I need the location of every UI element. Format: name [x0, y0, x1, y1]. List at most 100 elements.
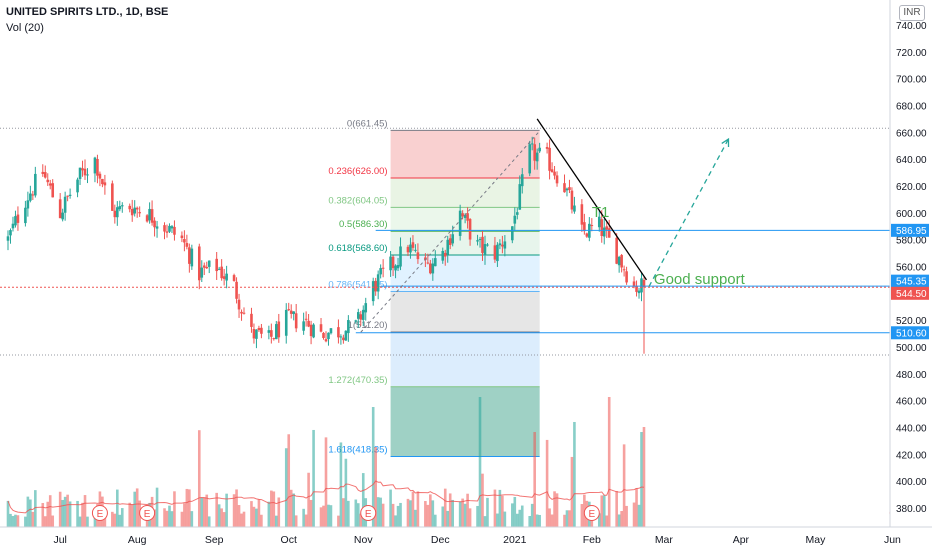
- candle-body: [602, 227, 606, 237]
- candle: [289, 304, 293, 319]
- candle: [379, 264, 382, 279]
- y-tick-label: 580.00: [896, 236, 927, 247]
- volume-bar: [530, 503, 534, 527]
- volume-bar: [220, 508, 223, 527]
- earnings-marker-label: E: [144, 509, 151, 520]
- volume-bar: [272, 491, 276, 527]
- candle: [165, 224, 169, 238]
- candle: [284, 303, 288, 344]
- candle-body: [232, 275, 236, 281]
- volume-bar: [463, 503, 467, 527]
- candle: [622, 265, 626, 277]
- candle-body: [111, 183, 114, 211]
- volume-bar: [153, 509, 156, 527]
- volume-bar: [379, 497, 382, 527]
- volume-bar: [24, 516, 27, 527]
- candle-body: [240, 311, 243, 314]
- candle: [215, 251, 218, 280]
- candle: [568, 179, 571, 194]
- candle-body: [615, 237, 618, 264]
- candle: [11, 216, 15, 232]
- candle-body: [563, 183, 566, 193]
- chart-title[interactable]: UNITED SPIRITS LTD., 1D, BSE: [6, 6, 169, 18]
- earnings-marker-icon[interactable]: [91, 505, 108, 521]
- candle-body: [242, 312, 246, 314]
- candle-body: [120, 205, 124, 207]
- volume-bar: [46, 501, 50, 527]
- candle-body: [468, 219, 472, 240]
- candle: [466, 207, 469, 229]
- volume-bar: [215, 492, 218, 527]
- volume-indicator-label[interactable]: Vol (20): [6, 22, 44, 34]
- candle-body: [617, 256, 621, 266]
- candle: [155, 220, 159, 238]
- volume-bar: [312, 429, 315, 527]
- candle-body: [324, 339, 328, 342]
- volume-ma-line: [7, 480, 645, 514]
- candle: [337, 319, 340, 344]
- candle-body: [396, 265, 400, 269]
- candle: [86, 168, 89, 184]
- y-tick-label: 520.00: [896, 316, 927, 327]
- volume-bar: [81, 502, 84, 527]
- candle-body: [411, 242, 415, 248]
- candle-body: [6, 236, 10, 241]
- earnings-marker-icon[interactable]: [583, 505, 600, 521]
- candle-body: [200, 267, 204, 278]
- candle: [481, 230, 484, 261]
- candle: [51, 179, 55, 198]
- x-tick-label: Feb: [583, 534, 601, 546]
- candle-body: [424, 257, 427, 261]
- candle: [580, 199, 584, 232]
- volume-bar: [185, 488, 189, 527]
- volume-bar: [617, 514, 621, 527]
- x-tick-label: Jun: [884, 534, 901, 546]
- candle-body: [344, 330, 348, 341]
- currency-badge[interactable]: INR: [899, 5, 925, 21]
- candle: [461, 210, 464, 220]
- volume-bar: [637, 504, 641, 527]
- volume-bar: [568, 510, 571, 527]
- candle: [327, 332, 330, 346]
- candle: [371, 277, 375, 306]
- volume-bar: [155, 487, 159, 527]
- candle: [414, 244, 417, 253]
- volume-bar: [468, 508, 472, 527]
- volume-bar: [250, 501, 253, 527]
- candle: [294, 303, 298, 333]
- candle-body: [622, 269, 626, 271]
- candle-body: [202, 265, 206, 268]
- candle: [411, 235, 415, 251]
- candle: [588, 217, 591, 242]
- candle-body: [135, 207, 139, 210]
- candle: [304, 311, 308, 327]
- volume-bar: [399, 502, 402, 527]
- earnings-marker-icon[interactable]: [360, 505, 377, 521]
- candle: [68, 188, 72, 199]
- volume-bar: [391, 503, 395, 527]
- candle-body: [302, 321, 305, 331]
- candle: [324, 331, 328, 343]
- candle-body: [389, 256, 392, 271]
- candle: [356, 308, 360, 328]
- candle-body: [145, 215, 149, 222]
- candle: [148, 202, 151, 224]
- candle: [520, 168, 524, 194]
- candle-body: [83, 168, 87, 176]
- candle-body: [371, 281, 375, 302]
- candle: [275, 321, 278, 340]
- candle-body: [327, 332, 330, 340]
- earnings-marker-icon[interactable]: [139, 505, 156, 521]
- candle-body: [51, 183, 55, 198]
- candle: [486, 242, 489, 247]
- candle: [443, 249, 447, 266]
- candle-body: [180, 235, 184, 239]
- candle: [637, 287, 641, 299]
- candle-body: [391, 256, 395, 269]
- volume-bar: [356, 503, 360, 527]
- candle: [528, 140, 532, 177]
- candle-body: [58, 199, 62, 219]
- volume-bar: [520, 505, 524, 527]
- candle: [76, 177, 79, 198]
